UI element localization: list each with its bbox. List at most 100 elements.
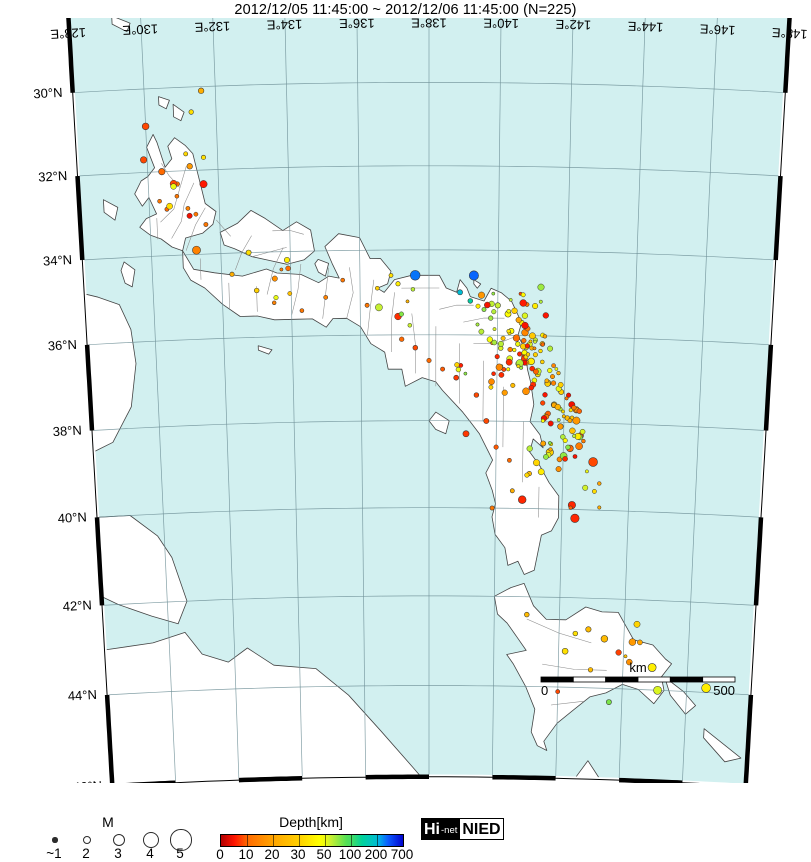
epicenter-marker[interactable] [581, 439, 585, 443]
epicenter-marker[interactable] [399, 337, 404, 342]
epicenter-marker[interactable] [539, 300, 542, 303]
epicenter-marker[interactable] [557, 371, 561, 375]
epicenter-marker[interactable] [468, 298, 473, 303]
epicenter-marker[interactable] [280, 268, 283, 271]
epicenter-marker[interactable] [464, 372, 467, 375]
epicenter-marker[interactable] [522, 313, 528, 319]
epicenter-marker[interactable] [637, 640, 642, 645]
epicenter-marker[interactable] [702, 684, 711, 693]
epicenter-marker[interactable] [529, 340, 532, 343]
epicenter-marker[interactable] [563, 438, 567, 442]
epicenter-marker[interactable] [341, 278, 345, 282]
epicenter-marker[interactable] [508, 347, 513, 352]
epicenter-marker[interactable] [580, 429, 585, 434]
epicenter-marker[interactable] [543, 334, 547, 338]
epicenter-marker[interactable] [563, 456, 568, 461]
epicenter-marker[interactable] [511, 383, 516, 388]
epicenter-marker[interactable] [482, 307, 486, 311]
epicenter-marker[interactable] [408, 323, 412, 327]
epicenter-marker[interactable] [624, 655, 627, 658]
epicenter-marker[interactable] [413, 345, 418, 350]
epicenter-marker[interactable] [479, 329, 484, 334]
epicenter-marker[interactable] [524, 612, 529, 617]
epicenter-marker[interactable] [532, 303, 538, 309]
epicenter-marker[interactable] [198, 88, 204, 94]
epicenter-marker[interactable] [272, 301, 276, 305]
epicenter-marker[interactable] [411, 287, 415, 291]
epicenter-marker[interactable] [498, 341, 503, 346]
epicenter-marker[interactable] [478, 292, 485, 299]
hinet-nied-logo[interactable]: Hi -net NIED [421, 818, 504, 840]
epicenter-marker[interactable] [529, 385, 534, 390]
epicenter-marker[interactable] [555, 367, 558, 370]
epicenter-marker[interactable] [573, 417, 580, 424]
epicenter-marker[interactable] [484, 302, 490, 308]
epicenter-marker[interactable] [495, 303, 500, 308]
epicenter-marker[interactable] [175, 194, 179, 198]
epicenter-marker[interactable] [634, 621, 640, 627]
epicenter-marker[interactable] [573, 454, 577, 458]
epicenter-marker[interactable] [569, 428, 575, 434]
epicenter-marker[interactable] [565, 397, 568, 400]
epicenter-marker[interactable] [246, 250, 251, 255]
epicenter-marker[interactable] [541, 343, 545, 347]
epicenter-marker[interactable] [569, 506, 573, 510]
epicenter-marker[interactable] [396, 282, 400, 286]
epicenter-marker[interactable] [493, 327, 496, 330]
epicenter-marker[interactable] [517, 352, 522, 357]
epicenter-marker[interactable] [597, 482, 601, 486]
epicenter-marker[interactable] [558, 382, 563, 387]
epicenter-marker[interactable] [540, 360, 544, 364]
epicenter-marker[interactable] [573, 631, 578, 636]
epicenter-marker[interactable] [204, 222, 208, 226]
epicenter-marker[interactable] [598, 506, 601, 509]
epicenter-marker[interactable] [551, 381, 556, 386]
epicenter-marker[interactable] [496, 364, 503, 371]
epicenter-marker[interactable] [557, 418, 560, 421]
epicenter-marker[interactable] [572, 434, 576, 438]
epicenter-marker[interactable] [515, 342, 520, 347]
epicenter-marker[interactable] [540, 401, 545, 406]
epicenter-marker[interactable] [517, 364, 520, 367]
epicenter-marker[interactable] [501, 336, 505, 340]
epicenter-marker[interactable] [254, 288, 259, 293]
epicenter-marker[interactable] [284, 257, 289, 262]
epicenter-marker[interactable] [533, 369, 538, 374]
epicenter-marker[interactable] [547, 346, 552, 351]
epicenter-marker[interactable] [541, 419, 545, 423]
epicenter-marker[interactable] [539, 349, 543, 353]
epicenter-marker[interactable] [572, 405, 577, 410]
epicenter-marker[interactable] [525, 344, 530, 349]
epicenter-marker[interactable] [389, 273, 393, 277]
epicenter-marker[interactable] [654, 686, 662, 694]
epicenter-marker[interactable] [507, 458, 511, 462]
epicenter-marker[interactable] [543, 313, 549, 319]
epicenter-marker[interactable] [556, 466, 561, 471]
epicenter-marker[interactable] [552, 364, 556, 368]
epicenter-marker[interactable] [577, 409, 582, 414]
epicenter-marker[interactable] [566, 445, 571, 450]
epicenter-marker[interactable] [506, 359, 512, 365]
epicenter-marker[interactable] [648, 663, 656, 671]
epicenter-marker[interactable] [440, 367, 444, 371]
epicenter-marker[interactable] [548, 421, 553, 426]
epicenter-marker[interactable] [507, 329, 511, 333]
epicenter-marker[interactable] [513, 335, 520, 342]
epicenter-marker[interactable] [526, 353, 530, 357]
epicenter-marker[interactable] [516, 317, 522, 323]
epicenter-marker[interactable] [592, 489, 596, 493]
epicenter-marker[interactable] [556, 690, 560, 694]
epicenter-marker[interactable] [288, 291, 292, 295]
epicenter-marker[interactable] [192, 246, 200, 254]
epicenter-marker[interactable] [548, 441, 551, 444]
epicenter-marker[interactable] [527, 446, 533, 452]
epicenter-marker[interactable] [427, 358, 431, 362]
epicenter-marker[interactable] [550, 374, 554, 378]
epicenter-marker[interactable] [629, 639, 636, 646]
epicenter-marker[interactable] [488, 316, 493, 321]
epicenter-marker[interactable] [494, 445, 498, 449]
epicenter-marker[interactable] [200, 180, 207, 187]
epicenter-marker[interactable] [489, 385, 493, 389]
epicenter-marker[interactable] [474, 393, 479, 398]
